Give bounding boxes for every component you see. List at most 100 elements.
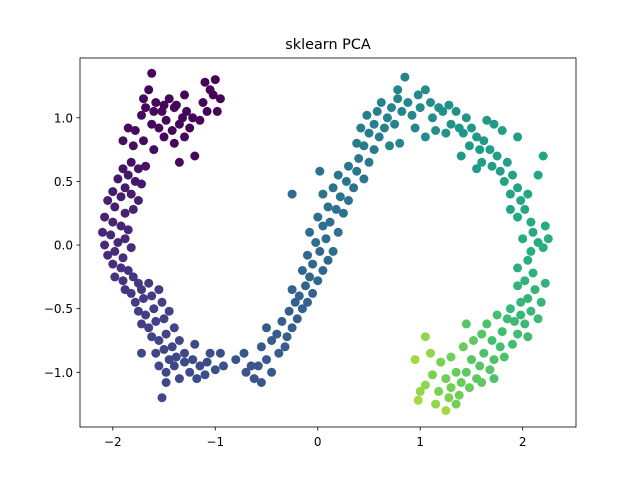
scatter-point bbox=[149, 304, 159, 314]
scatter-point bbox=[144, 85, 154, 95]
scatter-point bbox=[116, 263, 126, 273]
scatter-point bbox=[538, 151, 548, 161]
scatter-point bbox=[126, 243, 136, 253]
scatter-point bbox=[178, 113, 187, 123]
scatter-point bbox=[154, 361, 164, 371]
scatter-point bbox=[123, 123, 133, 133]
scatter-point bbox=[505, 304, 515, 314]
x-tick-label: 0 bbox=[314, 435, 322, 449]
scatter-point bbox=[543, 234, 553, 244]
scatter-point bbox=[272, 329, 282, 339]
scatter-point bbox=[420, 85, 430, 95]
scatter-point bbox=[297, 266, 307, 275]
scatter-point bbox=[161, 367, 171, 377]
scatter-point bbox=[256, 342, 266, 352]
scatter-point bbox=[200, 370, 210, 380]
scatter-point bbox=[338, 208, 348, 218]
scatter-point bbox=[305, 227, 315, 237]
scatter-point bbox=[126, 157, 136, 167]
scatter-point bbox=[495, 342, 505, 352]
scatter-point bbox=[485, 145, 495, 155]
scatter-point bbox=[441, 374, 451, 384]
scatter-point bbox=[141, 310, 151, 320]
scatter-point bbox=[147, 119, 157, 129]
scatter-point bbox=[120, 183, 130, 193]
scatter-point bbox=[508, 339, 517, 349]
scatter-point bbox=[113, 238, 123, 247]
scatter-point bbox=[210, 365, 220, 375]
scatter-point bbox=[362, 110, 372, 120]
scatter-point bbox=[249, 374, 259, 384]
scatter-point bbox=[369, 119, 379, 129]
y-tick-label: −0.5 bbox=[44, 302, 73, 316]
scatter-point bbox=[287, 323, 297, 333]
scatter-point bbox=[341, 176, 351, 186]
scatter-point bbox=[410, 123, 420, 133]
scatter-point bbox=[318, 189, 328, 199]
scatter-point bbox=[110, 202, 120, 212]
x-tick-label: −1 bbox=[206, 435, 224, 449]
scatter-point bbox=[323, 202, 333, 212]
scatter-point bbox=[393, 94, 403, 104]
scatter-point bbox=[438, 106, 448, 116]
scatter-point bbox=[441, 406, 451, 415]
scatter-point bbox=[174, 336, 184, 345]
scatter-point bbox=[180, 357, 189, 367]
scatter-point bbox=[159, 132, 169, 142]
scatter-point bbox=[130, 297, 140, 307]
scatter-point bbox=[397, 106, 407, 116]
scatter-point bbox=[333, 227, 343, 237]
scatter-point bbox=[415, 103, 425, 113]
scatter-point bbox=[118, 276, 128, 286]
scatter-point bbox=[513, 281, 523, 291]
scatter-point bbox=[174, 374, 184, 384]
points-layer bbox=[98, 68, 553, 415]
scatter-point bbox=[456, 151, 466, 161]
scatter-point bbox=[313, 212, 323, 222]
scatter-point bbox=[188, 355, 198, 365]
scatter-point bbox=[157, 393, 167, 403]
scatter-point bbox=[301, 281, 310, 291]
scatter-point bbox=[516, 196, 526, 205]
scatter-point bbox=[277, 316, 287, 326]
scatter-point bbox=[528, 227, 538, 237]
scatter-point bbox=[169, 361, 179, 371]
scatter-point bbox=[113, 174, 123, 184]
y-tick-label: 1.0 bbox=[54, 111, 73, 125]
scatter-point bbox=[467, 355, 476, 365]
scatter-point bbox=[123, 170, 133, 180]
scatter-point bbox=[477, 329, 487, 339]
scatter-point bbox=[287, 285, 297, 295]
scatter-point bbox=[128, 141, 138, 151]
scatter-point bbox=[446, 383, 456, 393]
scatter-point bbox=[536, 297, 546, 307]
scatter-point bbox=[154, 285, 164, 295]
scatter-point bbox=[190, 339, 200, 349]
scatter-point bbox=[308, 259, 318, 269]
scatter-point bbox=[420, 132, 430, 142]
scatter-point bbox=[103, 196, 113, 205]
scatter-point bbox=[141, 103, 151, 113]
scatter-point bbox=[487, 336, 497, 345]
y-tick-label: 0.5 bbox=[54, 175, 73, 189]
scatter-point bbox=[499, 176, 509, 186]
scatter-point bbox=[513, 183, 523, 193]
y-tick-label: 0.0 bbox=[54, 239, 73, 253]
scatter-point bbox=[458, 128, 468, 138]
scatter-point bbox=[451, 367, 461, 377]
scatter-point bbox=[157, 297, 167, 307]
scatter-point bbox=[303, 250, 312, 260]
scatter-point bbox=[137, 179, 146, 189]
scatter-point bbox=[446, 119, 456, 129]
scatter-point bbox=[523, 255, 533, 265]
scatter-point bbox=[118, 253, 128, 263]
scatter-point bbox=[540, 221, 550, 231]
scatter-point bbox=[161, 329, 171, 339]
scatter-point bbox=[479, 348, 489, 358]
scatter-point bbox=[147, 332, 157, 342]
scatter-point bbox=[98, 227, 107, 237]
scatter-point bbox=[290, 297, 300, 307]
scatter-point bbox=[403, 98, 413, 107]
